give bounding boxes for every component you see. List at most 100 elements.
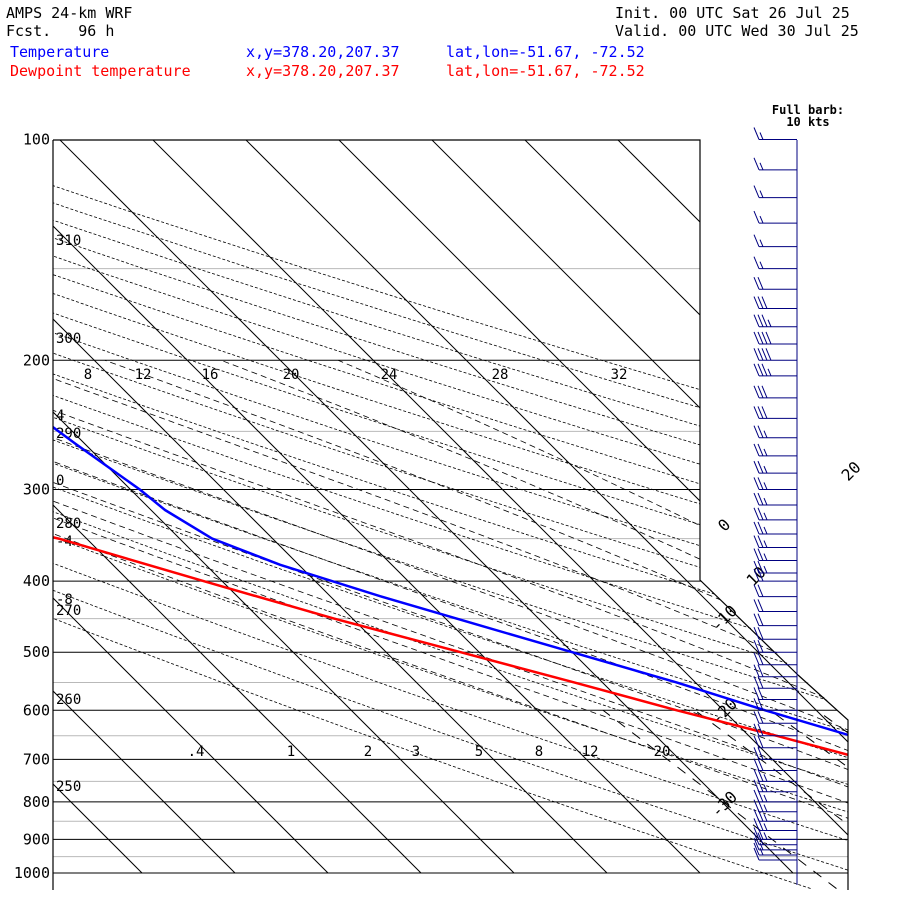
wind-barb bbox=[753, 613, 797, 627]
moist-adiabat-label: 24 bbox=[381, 367, 398, 383]
mixing-ratio-label: 5 bbox=[475, 744, 483, 760]
mixing-ratio-line bbox=[769, 709, 848, 889]
wind-barb bbox=[753, 626, 797, 640]
legend-temperature-label: Temperature bbox=[10, 43, 110, 61]
wind-barb bbox=[753, 640, 797, 653]
moist-adiabat bbox=[53, 359, 848, 889]
moist-adiabat-label: 20 bbox=[283, 367, 300, 383]
isotherm bbox=[53, 140, 701, 874]
wind-barb bbox=[753, 385, 797, 399]
wind-barb bbox=[753, 185, 797, 199]
pressure-tick-label: 600 bbox=[23, 701, 50, 719]
wind-barb bbox=[753, 210, 797, 224]
init-time: Init. 00 UTC Sat 26 Jul 25 bbox=[615, 4, 850, 22]
isotherm bbox=[803, 140, 848, 874]
wind-barb bbox=[753, 568, 797, 582]
isotherm bbox=[53, 140, 608, 874]
temperature-profile bbox=[53, 140, 848, 868]
moist-adiabat bbox=[53, 359, 848, 889]
wind-barb bbox=[753, 425, 797, 439]
chart-frame bbox=[52, 139, 849, 890]
sounding-series bbox=[53, 140, 848, 868]
frame-border bbox=[52, 139, 799, 890]
wind-barb bbox=[753, 818, 797, 831]
isotherm-label: 20 bbox=[838, 458, 865, 485]
legend-temperature-xy: x,y=378.20,207.37 bbox=[246, 43, 400, 61]
mixing-ratio-label: .4 bbox=[188, 744, 205, 760]
wind-barb bbox=[753, 687, 797, 700]
moist-adiabat-label: 32 bbox=[611, 367, 628, 383]
wind-barb bbox=[753, 747, 797, 760]
pressure-tick-label: 200 bbox=[23, 351, 50, 369]
wind-barbs: Full barb:10 kts bbox=[753, 103, 844, 885]
moist-adiabat-label: 16 bbox=[202, 367, 219, 383]
grid-lines bbox=[53, 140, 900, 889]
wind-barb bbox=[753, 698, 797, 711]
isotherm bbox=[245, 140, 848, 874]
wind-barb bbox=[753, 363, 797, 377]
barb-legend-line2: 10 kts bbox=[786, 115, 829, 129]
wind-barb bbox=[753, 477, 797, 490]
dry-adiabat bbox=[53, 140, 848, 889]
dewpoint-profile bbox=[53, 140, 848, 868]
wind-barb bbox=[753, 827, 797, 840]
legend-dewpoint-label: Dewpoint temperature bbox=[10, 62, 191, 80]
moist-adiabat-left-label: 0 bbox=[56, 473, 64, 489]
wind-barb bbox=[753, 157, 797, 171]
pressure-tick-label: 1000 bbox=[14, 864, 50, 882]
mixing-ratio-line bbox=[816, 709, 848, 889]
mixing-ratio-line bbox=[878, 710, 900, 888]
dry-adiabat-left-label: 250 bbox=[56, 779, 81, 795]
dry-adiabat-left-label: 280 bbox=[56, 516, 81, 532]
moist-adiabat bbox=[53, 359, 848, 889]
dry-adiabat bbox=[53, 140, 848, 889]
isotherm bbox=[53, 140, 236, 874]
wind-barb bbox=[753, 234, 797, 248]
forecast-hour: Fcst. 96 h bbox=[6, 22, 115, 40]
isotherm bbox=[59, 140, 794, 874]
wind-barb bbox=[753, 847, 797, 861]
dry-adiabat bbox=[53, 140, 848, 889]
mixing-ratio-label: 12 bbox=[582, 744, 599, 760]
dry-adiabat-left-label: 290 bbox=[56, 426, 81, 442]
wind-barb bbox=[753, 758, 797, 772]
wind-barb bbox=[753, 127, 797, 140]
moist-adiabat bbox=[220, 359, 848, 889]
moist-adiabat-left-label: 4 bbox=[56, 408, 64, 424]
moist-adiabat-label: 8 bbox=[84, 367, 92, 383]
wind-barb bbox=[753, 560, 797, 574]
dry-adiabat bbox=[53, 140, 811, 889]
wind-barb bbox=[753, 348, 797, 361]
wind-barb bbox=[753, 277, 797, 290]
wind-barb bbox=[753, 314, 797, 328]
wind-barb bbox=[753, 735, 797, 749]
dry-adiabat bbox=[53, 140, 848, 889]
isotherm bbox=[53, 140, 143, 874]
isotherm bbox=[338, 140, 848, 874]
wind-barb bbox=[753, 837, 797, 851]
valid-time: Valid. 00 UTC Wed 30 Jul 25 bbox=[615, 22, 859, 40]
pressure-tick-label: 700 bbox=[23, 750, 50, 768]
wind-barb bbox=[753, 779, 797, 793]
dry-adiabat bbox=[53, 140, 848, 889]
pressure-tick-label: 800 bbox=[23, 793, 50, 811]
wind-barb bbox=[753, 584, 797, 598]
pressure-tick-label: 900 bbox=[23, 830, 50, 848]
wind-barb bbox=[753, 842, 797, 856]
wind-barb bbox=[753, 652, 797, 666]
mixing-ratio-label: 1 bbox=[287, 744, 295, 760]
wind-barb bbox=[753, 256, 797, 270]
dry-adiabat bbox=[53, 140, 848, 889]
frame-border-right bbox=[797, 674, 849, 890]
dry-adiabat-left-label: 300 bbox=[56, 331, 81, 347]
moist-adiabat bbox=[53, 359, 848, 889]
wind-barb bbox=[753, 548, 797, 562]
pressure-tick-label: 500 bbox=[23, 643, 50, 661]
legend-temperature-latlon: lat,lon=-51.67, -72.52 bbox=[446, 43, 645, 61]
moist-adiabat bbox=[53, 359, 848, 889]
moist-adiabat bbox=[104, 359, 848, 889]
moist-adiabat-left-label: -8 bbox=[56, 592, 73, 608]
wind-barb bbox=[753, 809, 797, 822]
wind-barb bbox=[753, 711, 797, 724]
